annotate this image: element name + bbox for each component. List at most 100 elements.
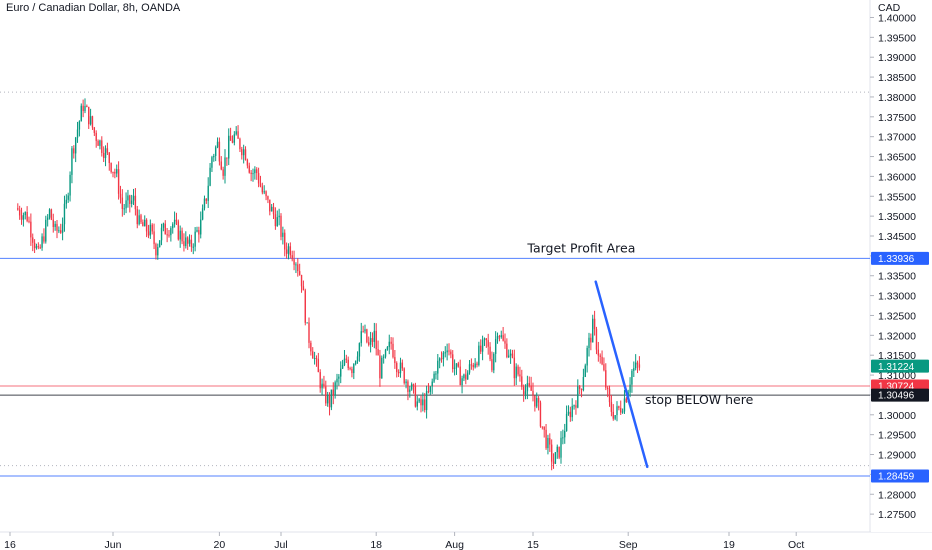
candle-body — [310, 342, 312, 352]
candle-body — [508, 355, 510, 358]
candle-body — [564, 430, 566, 438]
y-tick-label: 1.40000 — [878, 12, 916, 24]
candle-body — [336, 378, 338, 383]
candle-body — [149, 224, 152, 236]
candle-body — [396, 363, 398, 373]
candle-body — [522, 386, 525, 395]
candle-body — [170, 228, 172, 236]
candle-body — [129, 195, 131, 204]
candle-body — [41, 236, 43, 248]
candle-body — [162, 223, 165, 228]
candle-body — [466, 372, 469, 380]
candle-body — [297, 264, 299, 272]
candle-body — [73, 148, 75, 154]
candle-body — [39, 247, 41, 249]
x-tick-label: Aug — [445, 539, 464, 550]
candle-body — [252, 173, 254, 175]
candle-body — [392, 343, 394, 358]
candle-body — [229, 135, 232, 141]
candle-body — [577, 386, 579, 408]
candle-body — [145, 219, 148, 232]
candle-body — [537, 398, 540, 403]
candle-body — [235, 131, 237, 135]
candle-body — [444, 352, 446, 354]
candle-body — [88, 106, 90, 125]
x-tick-label: 15 — [527, 539, 539, 550]
candle-body — [634, 362, 637, 369]
candle-body — [147, 231, 150, 236]
y-tick-label: 1.35500 — [878, 191, 916, 203]
candle-body — [608, 388, 611, 403]
candle-body — [71, 148, 73, 175]
candle-body — [536, 398, 538, 407]
candle-body — [155, 244, 157, 256]
price-tag-text: 1.33936 — [878, 254, 915, 265]
candle-body — [222, 169, 224, 176]
candle-body — [328, 394, 331, 408]
candle-body — [338, 376, 340, 379]
candle-body — [140, 215, 142, 223]
candle-body — [207, 185, 209, 201]
candle-body — [224, 157, 226, 176]
candle-body — [403, 368, 405, 384]
candle-body — [543, 426, 545, 430]
candle-body — [448, 350, 450, 352]
candle-body — [427, 391, 430, 393]
candle-body — [375, 330, 377, 350]
candle-body — [524, 391, 527, 395]
candle-body — [312, 351, 314, 359]
candle-body — [37, 246, 40, 248]
candle-body — [46, 217, 49, 220]
candle-body — [623, 398, 626, 412]
y-tick-label: 1.31000 — [878, 370, 916, 382]
candle-body — [74, 137, 77, 154]
candle-body — [130, 200, 133, 204]
candle-body — [526, 383, 529, 392]
candle-body — [452, 354, 454, 370]
candle-body — [144, 219, 146, 227]
candle-body — [211, 157, 213, 168]
candle-body — [270, 206, 273, 212]
candle-body — [362, 331, 364, 333]
candle-body — [621, 411, 624, 413]
y-tick-label: 1.33000 — [878, 291, 916, 303]
candle-body — [584, 365, 586, 378]
candle-body — [341, 365, 344, 369]
candle-body — [459, 366, 461, 386]
candle-body — [102, 152, 105, 159]
candle-body — [360, 331, 362, 344]
candle-body — [287, 246, 290, 254]
candle-body — [437, 360, 439, 374]
candle-body — [334, 382, 336, 396]
candle-body — [52, 219, 54, 227]
candle-body — [196, 230, 198, 232]
candle-body — [114, 171, 116, 174]
candle-body — [185, 237, 187, 247]
candle-body — [345, 358, 348, 360]
candle-body — [278, 215, 280, 218]
candle-body — [60, 230, 62, 233]
candle-body — [91, 116, 94, 128]
candle-body — [123, 208, 125, 210]
candle-body — [295, 264, 297, 266]
candle-body — [302, 286, 305, 291]
candle-body — [550, 444, 553, 462]
candle-body — [399, 362, 402, 374]
candle-body — [134, 195, 137, 210]
candle-body — [530, 385, 532, 391]
candle-body — [190, 239, 193, 247]
candle-body — [562, 437, 564, 439]
candle-body — [433, 373, 435, 382]
y-tick-label: 1.34500 — [878, 231, 916, 243]
candle-body — [192, 246, 194, 248]
candle-body — [218, 141, 221, 162]
candle-body — [405, 381, 407, 384]
candle-body — [317, 359, 320, 373]
y-tick-label: 1.29000 — [878, 450, 916, 462]
candle-body — [242, 149, 245, 156]
candle-body — [65, 199, 68, 204]
candle-body — [343, 358, 346, 366]
candle-body — [209, 167, 211, 186]
y-tick-label: 1.31500 — [878, 350, 916, 362]
